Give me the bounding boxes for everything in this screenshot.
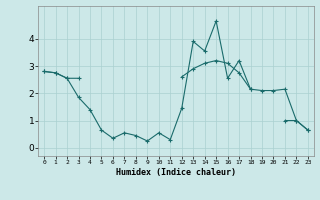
X-axis label: Humidex (Indice chaleur): Humidex (Indice chaleur) [116, 168, 236, 177]
